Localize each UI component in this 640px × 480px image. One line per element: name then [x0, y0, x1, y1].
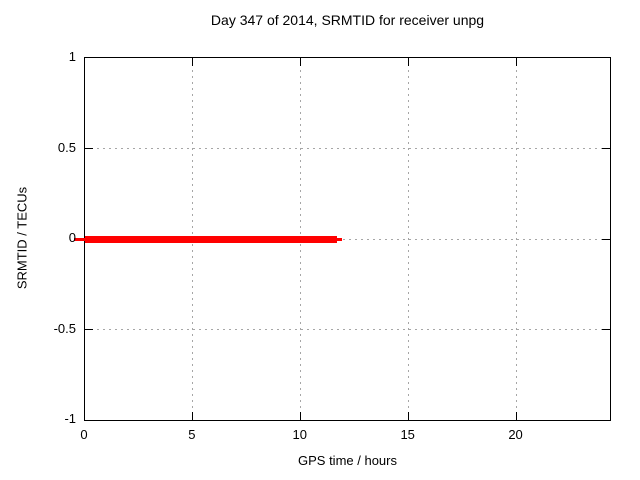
y-tick-mark-left	[85, 148, 93, 149]
y-tick-mark-right	[602, 148, 610, 149]
plot-area	[74, 57, 611, 421]
y-tick-label: 0.5	[57, 139, 76, 155]
grid-line-horizontal	[85, 329, 610, 330]
data-line-segment	[85, 235, 338, 243]
y-tick-label: 0	[68, 230, 76, 245]
x-tick-mark-bottom	[408, 412, 410, 420]
x-tick-mark-bottom	[300, 412, 302, 420]
y-tick-label: -0.5	[53, 320, 76, 336]
y-tick-mark-right	[602, 238, 610, 240]
chart-title: Day 347 of 2014, SRMTID for receiver unp…	[210, 12, 485, 28]
grid-line-horizontal	[85, 238, 610, 240]
x-tick-label: 5	[188, 427, 196, 442]
x-tick-mark-top	[300, 58, 302, 66]
x-tick-label: 10	[292, 427, 308, 442]
data-line-segment	[74, 237, 85, 241]
x-tick-mark-bottom	[516, 412, 518, 420]
x-tick-label: 20	[508, 427, 523, 442]
x-tick-label: 15	[400, 427, 415, 442]
x-tick-mark-top	[192, 58, 194, 66]
x-axis-label: GPS time / hours	[298, 453, 397, 468]
x-tick-label: 0	[80, 427, 88, 442]
y-tick-label: 1	[68, 49, 76, 64]
x-tick-mark-bottom	[192, 412, 194, 420]
grid-line-horizontal	[85, 148, 610, 149]
y-tick-mark-right	[602, 329, 610, 330]
x-tick-mark-top	[516, 58, 518, 66]
x-tick-mark-top	[408, 58, 410, 66]
data-line-segment	[337, 237, 342, 241]
y-tick-mark-left	[85, 329, 93, 330]
y-tick-label: -1	[64, 411, 76, 426]
